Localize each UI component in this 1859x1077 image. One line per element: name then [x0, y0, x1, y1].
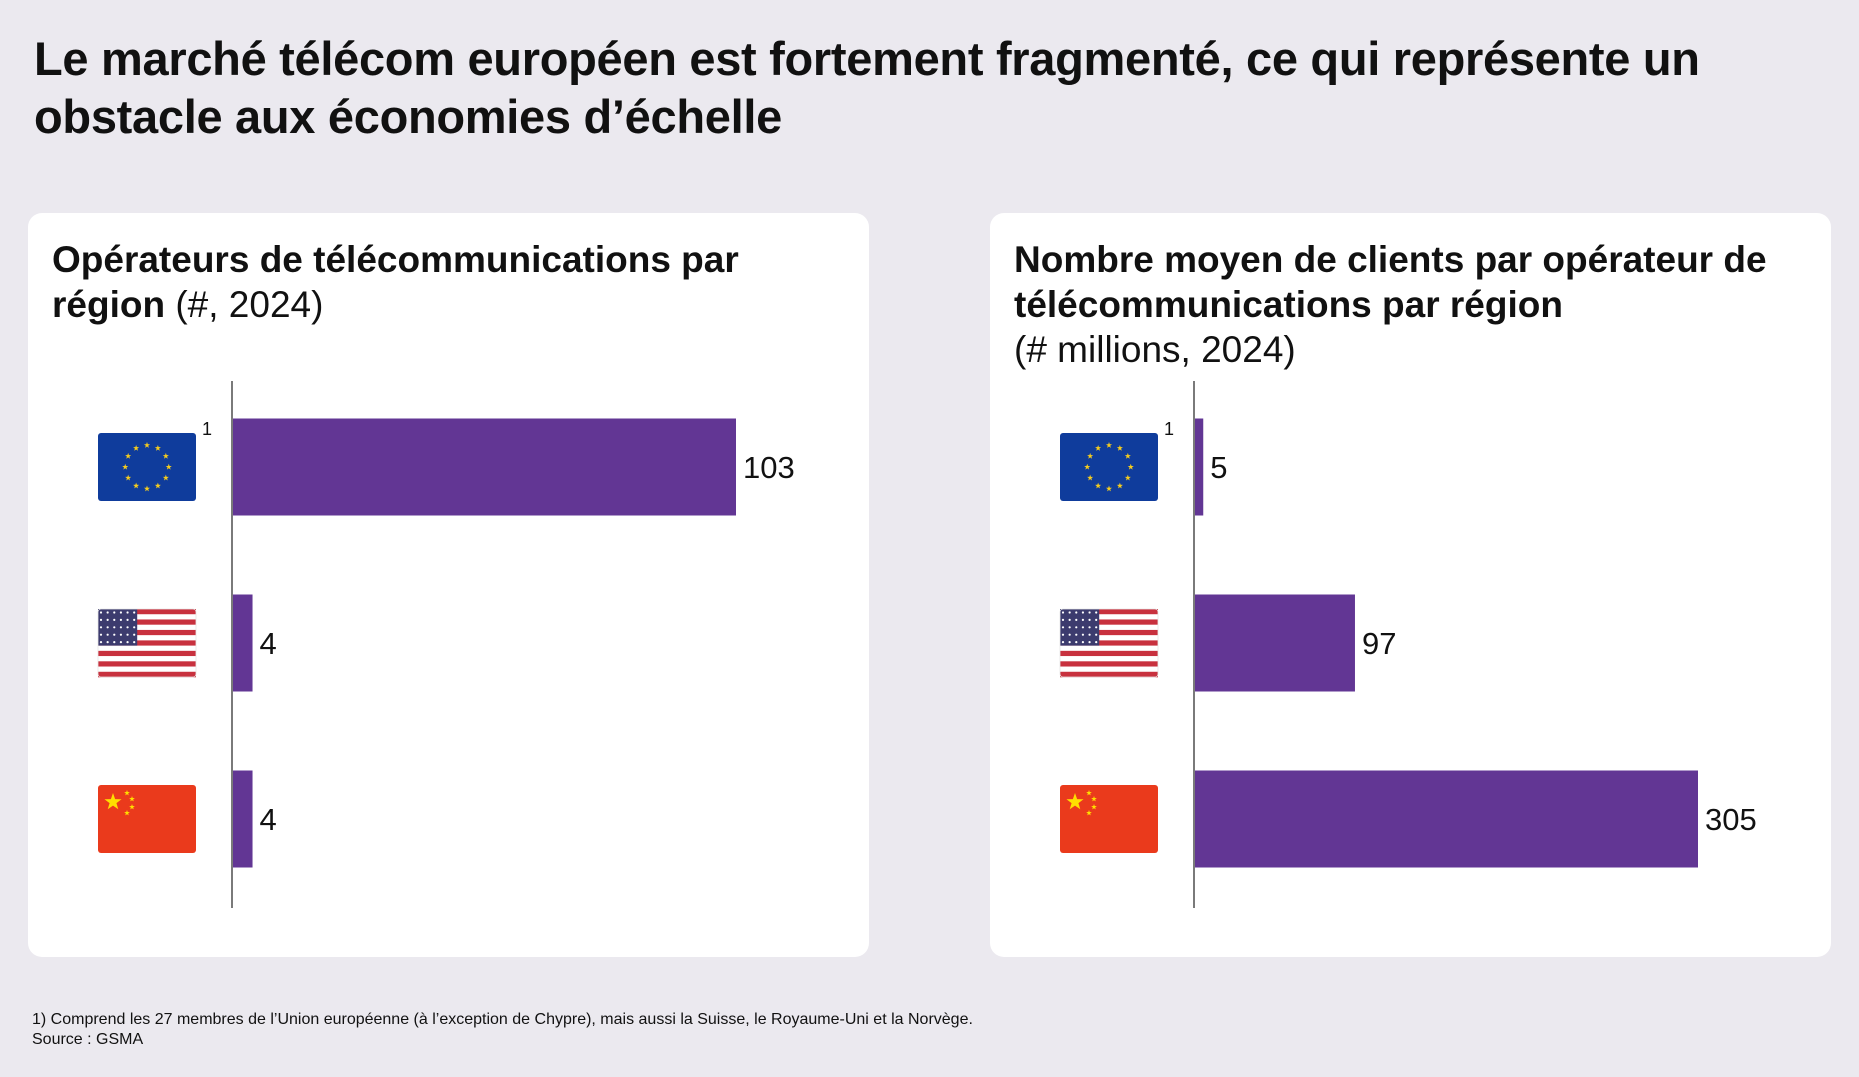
us-flag-icon — [1059, 608, 1159, 678]
chart-panel-customers: Nombre moyen de clients par opérateur de… — [990, 213, 1831, 957]
chart-title-main: Nombre moyen de clients par opérateur de… — [1014, 239, 1767, 325]
footnote-marker: 1 — [202, 419, 212, 439]
china-flag-icon — [98, 785, 196, 853]
us-flag-icon — [97, 608, 197, 678]
operators-bar-chart: 1 103 4 4 — [97, 381, 795, 908]
china-flag-icon — [1060, 785, 1158, 853]
footnote-block: 1) Comprend les 27 membres de l’Union eu… — [32, 1010, 1432, 1050]
bar-china — [233, 770, 253, 868]
bar-eu — [1195, 418, 1204, 516]
chart-title-main: Opérateurs de télécommunications par rég… — [52, 239, 739, 325]
page-title: Le marché télécom européen est fortement… — [34, 32, 1700, 143]
chart-subtitle: (#, 2024) — [175, 284, 324, 325]
bar-usa — [233, 594, 253, 692]
value-label: 305 — [1705, 802, 1757, 837]
bar-usa — [1195, 594, 1355, 692]
value-label: 4 — [260, 802, 277, 837]
eu-flag-icon — [98, 433, 196, 501]
footnote-text: 1) Comprend les 27 membres de l’Union eu… — [32, 1011, 973, 1028]
value-label: 97 — [1362, 626, 1396, 661]
chart-panel-operators: Opérateurs de télécommunications par rég… — [28, 213, 869, 957]
chart-title: Opérateurs de télécommunications par rég… — [52, 237, 842, 327]
bar-china — [1195, 770, 1698, 868]
value-label: 103 — [743, 450, 795, 485]
customers-bar-chart: 1 5 97 305 — [1059, 381, 1757, 908]
bar-eu — [233, 418, 736, 516]
chart-subtitle: (# millions, 2024) — [1014, 329, 1296, 370]
value-label: 4 — [260, 626, 277, 661]
eu-flag-icon — [1060, 433, 1158, 501]
footnote-marker: 1 — [1164, 419, 1174, 439]
source-text: Source : GSMA — [32, 1031, 144, 1048]
chart-title: Nombre moyen de clients par opérateur de… — [1014, 237, 1804, 372]
value-label: 5 — [1210, 450, 1227, 485]
